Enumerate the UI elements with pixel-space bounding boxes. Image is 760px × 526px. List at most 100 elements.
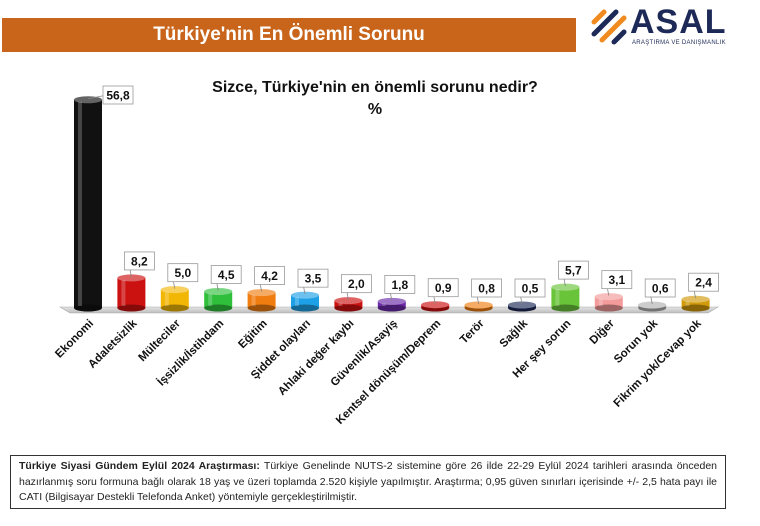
value-label-box: [167, 263, 199, 283]
value-label: 0,9: [427, 278, 459, 298]
bar-12: [594, 293, 623, 312]
value-label-box: [471, 278, 503, 298]
bar-highlight: [208, 293, 213, 306]
value-label-box: [254, 266, 286, 286]
value-label-text: 5,7: [565, 264, 582, 278]
value-label: 0,8: [471, 278, 503, 298]
value-label-text: 3,5: [305, 272, 322, 286]
bar-base: [334, 304, 363, 312]
header-bar: Türkiye'nin En Önemli Sorunu: [2, 18, 576, 52]
bar-13: [638, 301, 667, 312]
value-label-text: 0,6: [652, 282, 669, 296]
bar-3: [204, 288, 233, 312]
category-label: Mülteciler: [136, 317, 183, 364]
bar-body: [74, 99, 102, 308]
value-label-box: [644, 278, 676, 298]
bar-highlight: [121, 279, 126, 306]
bar-0: [74, 96, 102, 312]
bar-6: [334, 297, 363, 312]
bar-body: [681, 299, 710, 308]
value-label: 4,5: [210, 265, 242, 284]
value-label: 5,7: [558, 260, 589, 280]
bar-highlight: [295, 297, 299, 306]
value-label: 5,0: [167, 263, 199, 283]
bar-highlight: [78, 101, 82, 306]
methodology-text: Türkiye Genelinde NUTS-2 sistemine göre …: [19, 460, 717, 503]
category-label: Fikrim yok/Cevap yok: [612, 317, 705, 410]
value-label-box: [688, 272, 719, 292]
bar-top: [681, 295, 710, 303]
bar-highlight: [251, 294, 256, 306]
bar-8: [421, 301, 450, 312]
bar-top: [204, 288, 233, 295]
value-label-text: 8,2: [131, 254, 148, 268]
chart-subtitle: %: [368, 101, 382, 118]
bar-base: [160, 304, 189, 312]
value-label-text: 5,0: [174, 266, 191, 280]
value-label-text: 4,5: [218, 268, 235, 282]
bar-top: [377, 297, 406, 305]
bar-body: [160, 289, 189, 308]
bar-top: [421, 301, 450, 309]
value-label-box: [601, 270, 633, 290]
value-label-box: [384, 274, 416, 294]
logo: ASAL ARAŞTIRMA VE DANIŞMANLIK: [590, 3, 740, 50]
logo-mark-icon: [591, 9, 627, 45]
bar-body: [204, 291, 233, 308]
bar-top: [594, 293, 623, 301]
bar-base: [551, 304, 580, 312]
bar-top: [291, 291, 319, 299]
value-label-box: [102, 85, 134, 105]
value-label-text: 0,5: [522, 282, 539, 296]
bar-body: [551, 287, 580, 308]
bar-top: [551, 283, 580, 291]
bar-top: [74, 96, 102, 104]
bar-10: [508, 301, 536, 312]
value-label: 56,8: [102, 85, 134, 105]
bar-4: [247, 289, 276, 312]
value-label: 3,1: [601, 270, 633, 290]
bar-top: [247, 289, 276, 297]
value-label-text: 2,4: [695, 276, 712, 290]
bar-body: [247, 292, 276, 308]
bar-base: [204, 304, 233, 312]
bar-5: [291, 291, 319, 312]
bar-highlight: [685, 301, 690, 306]
bar-highlight: [164, 291, 169, 306]
category-label: Ahlaki değer kaybı: [276, 318, 356, 398]
page-title: Türkiye'nin En Önemli Sorunu: [153, 24, 425, 45]
bar-9: [464, 301, 493, 312]
value-label-box: [210, 265, 242, 284]
value-label: 4,2: [254, 266, 286, 286]
value-label-box: [514, 278, 546, 298]
value-label-box: [297, 268, 329, 288]
value-label: 0,5: [514, 278, 546, 298]
bar-body: [291, 295, 319, 308]
value-label: 1,8: [384, 274, 416, 294]
bar-11: [551, 283, 580, 312]
value-label: 2,4: [688, 272, 719, 292]
methodology-note: Türkiye Siyasi Gündem Eylül 2024 Araştır…: [10, 455, 726, 509]
value-label-text: 1,8: [391, 278, 408, 292]
bar-body: [594, 296, 623, 308]
value-label-text: 56,8: [106, 89, 130, 103]
methodology-label: Türkiye Siyasi Gündem Eylül 2024 Araştır…: [19, 460, 260, 472]
category-label: Diğer: [588, 317, 618, 347]
bar-7: [377, 297, 406, 312]
value-label: 8,2: [124, 251, 155, 271]
logo-tagline: ARAŞTIRMA VE DANIŞMANLIK: [632, 40, 726, 46]
value-label-text: 3,1: [608, 273, 625, 287]
value-label-text: 0,9: [435, 281, 452, 295]
bar-base: [291, 304, 319, 312]
bar-highlight: [338, 302, 343, 306]
value-label-text: 4,2: [261, 269, 278, 283]
bar-base: [74, 304, 102, 312]
value-label: 0,6: [644, 278, 676, 298]
category-label: Terör: [458, 317, 487, 346]
category-labels-group: EkonomiAdaletsizlikMültecilerİşsizlik/İs…: [53, 317, 704, 427]
bar-base: [681, 304, 710, 312]
bar-top: [638, 301, 667, 309]
bar-top: [117, 274, 146, 282]
value-label-text: 0,8: [478, 282, 495, 296]
value-label: 3,5: [297, 268, 329, 288]
